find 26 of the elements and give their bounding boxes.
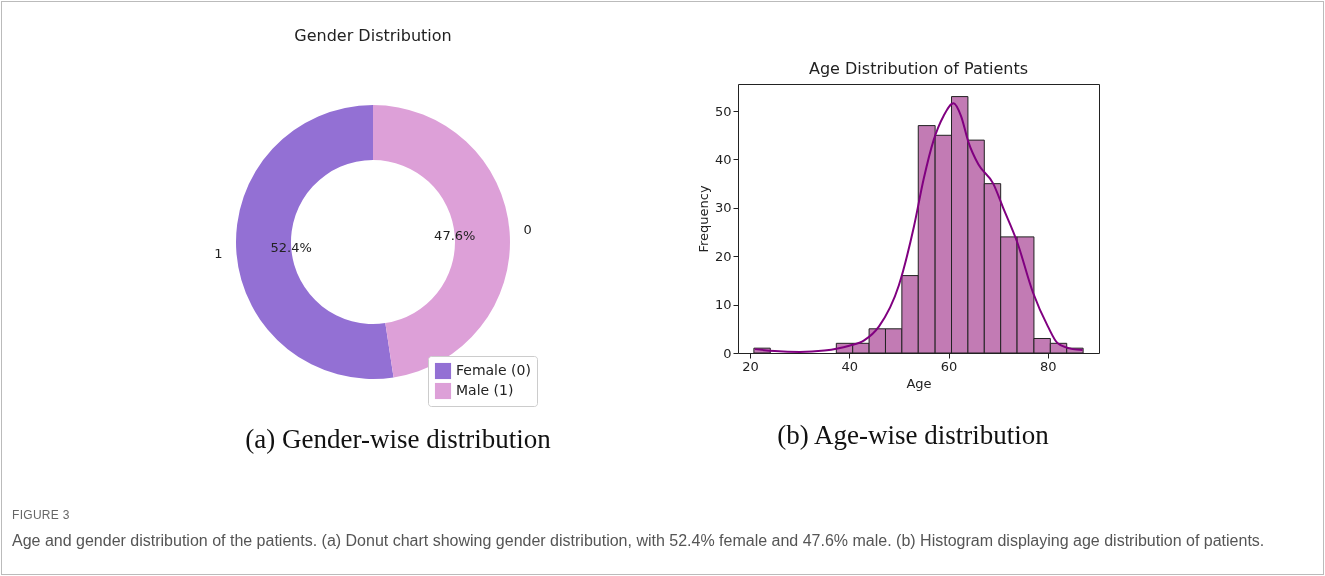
- y-tick-label: 50: [714, 103, 732, 119]
- text: 0: [523, 222, 532, 238]
- y-tick-label: 0: [723, 345, 732, 361]
- text: Age and gender distribution of the patients. (a) Donut chart showing gender distribution, with 52.4% female and 47.6% male. (b) Histogram displaying age distribution of patients.: [12, 531, 1266, 551]
- legend-label: Female (0): [456, 362, 531, 378]
- data-label: 47.6%: [434, 227, 476, 243]
- y-tick-label: 40: [714, 151, 732, 167]
- donut-slice: [373, 105, 510, 378]
- x-tick-label: 60: [940, 358, 958, 374]
- y-tick-label: 20: [714, 248, 732, 264]
- caption: FIGURE 3: [12, 508, 70, 522]
- y-axis-title: Frequency: [695, 185, 711, 253]
- text: (b) Age-wise distribution: [777, 420, 1049, 451]
- line-series: [753, 102, 1084, 354]
- text: 1: [214, 245, 223, 261]
- x-tick-label: 40: [841, 358, 858, 374]
- x-axis-title: Age: [906, 375, 932, 391]
- legend-label: Male (1): [456, 382, 514, 398]
- text: (a) Gender-wise distribution: [245, 424, 551, 455]
- x-tick-label: 80: [1040, 358, 1057, 374]
- y-tick-label: 10: [714, 297, 732, 313]
- y-tick-label: 30: [714, 200, 732, 216]
- x-tick-label: 20: [742, 358, 759, 374]
- donut-slice: [236, 105, 394, 379]
- chart-title: Age Distribution of Patients: [808, 59, 1029, 78]
- chart-title: Gender Distribution: [294, 26, 452, 45]
